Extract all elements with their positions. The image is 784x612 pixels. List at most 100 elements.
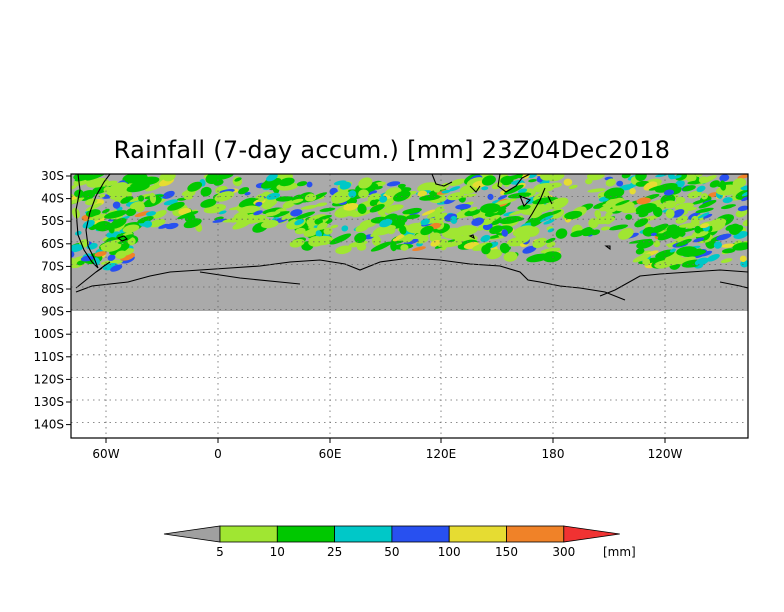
rain-cell xyxy=(665,209,675,219)
rain-cell xyxy=(741,195,748,202)
rain-cell xyxy=(480,234,491,243)
rain-cell xyxy=(85,203,102,212)
rain-cell xyxy=(163,199,179,206)
coastline-segment xyxy=(519,195,531,207)
rain-cell xyxy=(130,179,146,187)
rain-cell xyxy=(447,192,465,201)
rain-cell xyxy=(294,211,316,220)
rain-cell xyxy=(177,210,199,220)
rain-cell xyxy=(109,243,130,256)
rain-cell xyxy=(481,218,494,226)
rain-cell xyxy=(103,186,112,193)
rain-cell xyxy=(152,210,167,219)
rain-cell xyxy=(639,250,651,255)
rain-cell xyxy=(675,187,682,191)
rain-cell xyxy=(112,201,121,209)
rain-cell xyxy=(212,218,228,223)
rain-cell xyxy=(543,219,555,225)
rain-cell xyxy=(98,193,106,198)
rain-cell xyxy=(402,233,415,243)
rain-cell xyxy=(318,215,332,220)
rain-cell xyxy=(127,237,136,246)
rain-cell xyxy=(655,249,675,259)
rain-cell xyxy=(348,240,368,248)
rain-cell xyxy=(214,191,235,202)
rain-cell xyxy=(113,185,132,196)
rain-cell xyxy=(737,174,748,179)
rain-cell xyxy=(319,207,336,212)
coastline-segment xyxy=(719,281,748,289)
rain-cell xyxy=(357,203,367,214)
rain-cell xyxy=(307,219,315,228)
rain-cell xyxy=(540,174,560,181)
rain-cell xyxy=(134,201,145,213)
rain-cell xyxy=(266,174,278,182)
coastline-segment xyxy=(527,187,553,221)
rain-cell xyxy=(222,217,246,223)
colorbar-unit: [mm] xyxy=(603,545,636,559)
rain-cell xyxy=(102,208,110,214)
rain-cell xyxy=(449,178,466,186)
rain-cell xyxy=(354,232,367,244)
rain-cell xyxy=(233,208,253,218)
rain-cell xyxy=(143,220,153,228)
rain-cell xyxy=(260,220,279,229)
rain-cell xyxy=(339,181,352,190)
coastline-segment xyxy=(468,234,475,240)
rain-cell xyxy=(722,197,733,204)
rain-cell xyxy=(497,194,508,200)
rain-cell xyxy=(650,232,657,236)
coastline-segment xyxy=(116,235,128,242)
rain-cell xyxy=(570,230,585,238)
rain-cell xyxy=(512,225,534,237)
colorbar-swatch xyxy=(391,525,450,543)
rainfall-field xyxy=(71,174,748,272)
rain-cell xyxy=(549,182,562,188)
lat-tick-label: 70S xyxy=(41,259,64,273)
grid-lines xyxy=(71,174,748,438)
rain-cell xyxy=(568,184,578,189)
rain-cell xyxy=(115,250,127,259)
rain-cell xyxy=(426,210,443,219)
rain-cell xyxy=(486,249,503,260)
rain-cell xyxy=(290,209,303,217)
rain-cell xyxy=(244,192,251,196)
colorbar-label: 50 xyxy=(384,545,399,559)
rain-cell xyxy=(695,207,714,214)
rain-cell xyxy=(636,197,651,205)
rain-cell xyxy=(145,183,162,192)
lat-tick-label: 40S xyxy=(41,192,64,206)
rain-cell xyxy=(670,231,680,239)
longitude-axis: 60W 0 60E 120E 180 120W xyxy=(92,438,683,461)
rain-cell xyxy=(100,180,118,187)
rain-cell xyxy=(448,186,461,192)
lon-tick-label: 60W xyxy=(92,447,119,461)
rain-cell xyxy=(149,219,166,228)
rain-cell xyxy=(137,216,154,224)
rain-cell xyxy=(555,228,568,239)
rain-cell xyxy=(693,248,702,254)
rain-cell xyxy=(700,250,713,257)
rain-cell xyxy=(346,197,358,205)
rain-cell xyxy=(471,217,485,226)
rain-cell xyxy=(290,198,304,204)
rain-cell xyxy=(508,209,527,216)
rain-cell xyxy=(721,243,735,248)
lat-tick-label: 80S xyxy=(41,282,64,296)
rain-cell xyxy=(403,238,419,245)
rain-cell xyxy=(441,189,451,194)
rain-cell xyxy=(296,181,308,187)
rain-cell xyxy=(646,223,669,236)
rain-cell xyxy=(605,208,617,213)
rain-cell xyxy=(167,201,185,211)
rain-cell xyxy=(312,235,334,246)
rain-cell xyxy=(218,210,227,215)
colorbar-arrow-low xyxy=(163,525,221,543)
rain-cell xyxy=(330,224,339,229)
rain-cell xyxy=(205,174,220,185)
colorbar-swatch xyxy=(506,525,565,543)
rain-cell xyxy=(522,245,537,254)
rain-cell xyxy=(294,227,306,235)
rain-cell xyxy=(654,260,673,269)
rain-cell xyxy=(648,184,670,191)
